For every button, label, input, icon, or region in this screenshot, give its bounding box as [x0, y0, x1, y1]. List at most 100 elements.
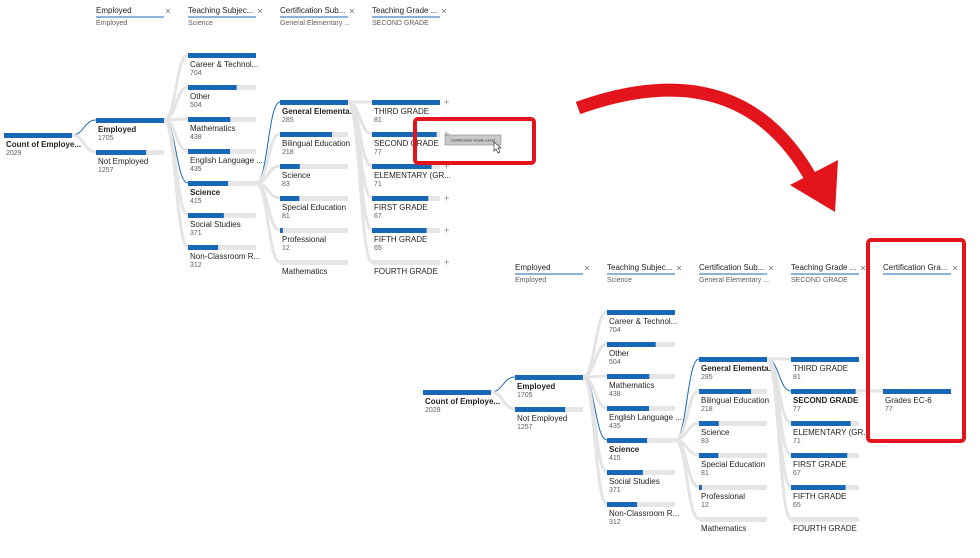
header-title: Employed — [96, 6, 132, 15]
node-value: 438 — [190, 134, 202, 141]
header-close — [860, 265, 866, 271]
bar — [280, 196, 300, 201]
node-label: Count of Employe... — [425, 397, 500, 406]
node-value: 704 — [609, 327, 621, 334]
node-value: 371 — [190, 230, 202, 237]
header-subtitle: General Elementary ... — [280, 20, 350, 27]
node-value: 504 — [190, 102, 202, 109]
header-subtitle: SECOND GRADE — [372, 20, 429, 27]
node-value: 438 — [609, 391, 621, 398]
node-label: Non-Classroom R... — [190, 252, 260, 261]
bar — [372, 196, 429, 201]
bar — [188, 53, 256, 58]
bar-track — [699, 485, 767, 490]
node-label: English Language ... — [190, 156, 263, 165]
bar — [372, 164, 432, 169]
cursor — [493, 141, 502, 154]
header-title: Teaching Grade ... — [372, 6, 437, 15]
node-value: 285 — [701, 374, 713, 381]
bar-track — [699, 453, 767, 458]
bar — [607, 438, 648, 443]
bar-track — [280, 164, 348, 169]
header-close — [768, 265, 774, 271]
node-label: Mathematics — [190, 124, 235, 133]
node-label: Mathematics — [609, 381, 654, 390]
node-value: 71 — [374, 181, 382, 188]
bar — [188, 149, 231, 154]
node-value: 1705 — [98, 135, 114, 142]
node-label: Not Employed — [98, 157, 148, 166]
header-title: Teaching Subjec... — [607, 263, 672, 272]
bar — [372, 132, 437, 137]
node-label: Mathematics — [282, 267, 327, 276]
bar — [188, 117, 231, 122]
node-value: 83 — [701, 438, 709, 445]
connector — [255, 181, 281, 264]
node-label: Professional — [701, 492, 745, 501]
node-value: 1257 — [517, 424, 533, 431]
node-value: 81 — [282, 213, 290, 220]
bar-track — [699, 421, 767, 426]
node-value: 12 — [282, 245, 290, 252]
bar — [883, 389, 951, 394]
connector — [71, 133, 97, 154]
node-value: 65 — [793, 502, 801, 509]
node-label: English Language ... — [609, 413, 682, 422]
expand-plus — [444, 195, 449, 201]
node-value: 81 — [374, 117, 382, 124]
arrow-shaft — [575, 83, 818, 184]
bar — [699, 389, 752, 394]
header-close — [584, 265, 590, 271]
node-value: 12 — [701, 502, 709, 509]
node-value: 77 — [374, 149, 382, 156]
header-title: Teaching Subjec... — [188, 6, 253, 15]
header-title: Teaching Grade ... — [791, 263, 856, 272]
node-label: Other — [609, 349, 629, 358]
node-label: Special Education — [282, 203, 346, 212]
bar — [791, 485, 846, 490]
node-value: 71 — [793, 438, 801, 445]
node-label: SECOND GRADE — [374, 139, 439, 148]
node-value: 77 — [885, 406, 893, 413]
bar — [280, 164, 300, 169]
node-label: FIFTH GRADE — [374, 235, 427, 244]
header-title: Certification Gra... — [883, 263, 947, 272]
bar-track — [607, 502, 675, 507]
node-value: 415 — [609, 455, 621, 462]
expand-plus — [444, 99, 449, 105]
expand-plus — [444, 259, 449, 265]
bar — [791, 357, 859, 362]
bar — [515, 407, 566, 412]
node-label: Special Education — [701, 460, 765, 469]
bar-track — [699, 517, 767, 522]
bar — [699, 453, 719, 458]
node-label: FIFTH GRADE — [793, 492, 846, 501]
node-label: Social Studies — [609, 477, 660, 486]
bar-track — [372, 260, 440, 265]
header-subtitle: General Elementary ... — [699, 277, 769, 284]
node-label: Science — [190, 188, 221, 197]
connector — [346, 100, 374, 264]
bar-track — [280, 196, 348, 201]
connector — [581, 375, 609, 506]
header-title: Employed — [515, 263, 551, 272]
bar — [188, 213, 224, 218]
node-label: FIRST GRADE — [793, 460, 847, 469]
node-label: SECOND GRADE — [793, 396, 859, 405]
node-label: THIRD GRADE — [374, 107, 429, 116]
node-value: 65 — [374, 245, 382, 252]
tree-bottom: Employed Employed Teaching Subjec... Scienc… — [423, 263, 958, 533]
node-value: 2029 — [425, 407, 441, 414]
connector-selected — [71, 119, 97, 136]
node-label: FOURTH GRADE — [793, 524, 857, 533]
bar — [188, 85, 237, 90]
header-subtitle: Science — [188, 20, 213, 27]
node-value: 1257 — [98, 167, 114, 174]
tooltip-box — [444, 134, 502, 146]
bar — [699, 485, 702, 490]
node-label: Career & Technol... — [609, 317, 677, 326]
bar — [607, 342, 656, 347]
node-value: 2029 — [6, 150, 22, 157]
